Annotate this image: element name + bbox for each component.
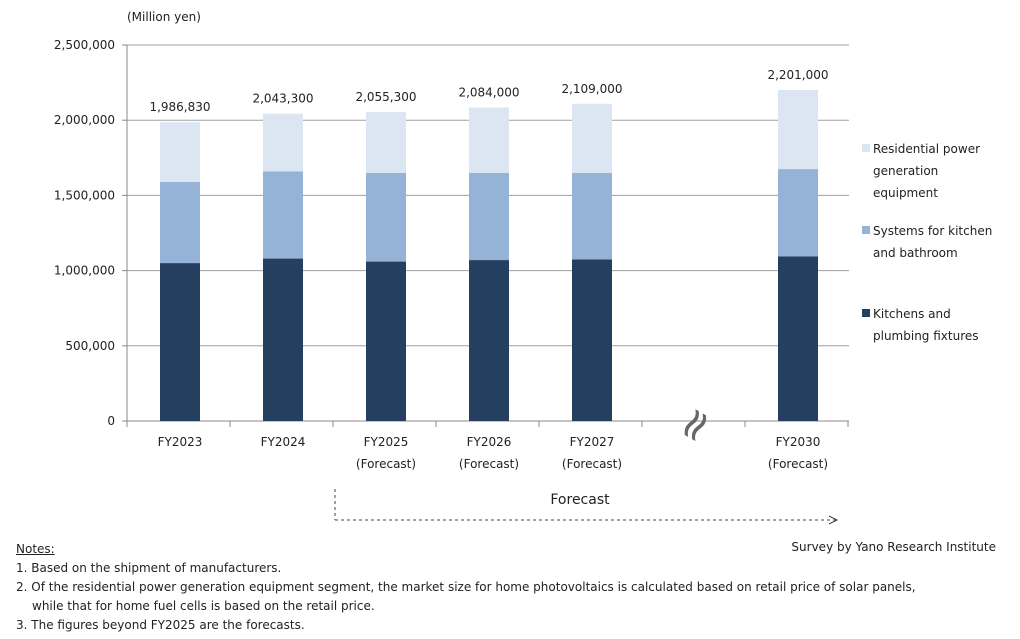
bar-segment [778, 169, 818, 257]
x-tick-label: FY2025 [364, 435, 409, 449]
bar-segment [160, 263, 200, 421]
legend-label: and bathroom [873, 246, 958, 260]
note-item: while that for home fuel cells is based … [32, 599, 375, 613]
y-tick-label: 0 [107, 414, 115, 428]
y-tick-label: 1,500,000 [54, 188, 115, 202]
x-axis-labels: FY2023 FY2024 FY2025 (Forecast) FY2026 (Forec… [158, 435, 828, 471]
x-tick-label: FY2023 [158, 435, 203, 449]
bar-segment [572, 172, 612, 260]
legend-label: equipment [873, 186, 938, 200]
x-tick-sublabel: (Forecast) [562, 457, 622, 471]
legend-label: Systems for kitchen [873, 224, 992, 238]
x-tick-sublabel: (Forecast) [768, 457, 828, 471]
total-label: 2,201,000 [767, 68, 828, 82]
x-tick-label: FY2027 [570, 435, 615, 449]
legend-label: Kitchens and [873, 307, 951, 321]
total-label: 2,055,300 [355, 90, 416, 104]
bar-segment [366, 172, 406, 262]
total-labels: 1,986,830 2,043,300 2,055,300 2,084,000 2,10… [149, 68, 828, 114]
bar-segment [366, 111, 406, 173]
y-tick-label: 2,000,000 [54, 113, 115, 127]
bar-segment [263, 258, 303, 421]
forecast-arrow-head [828, 515, 839, 525]
axis-break-symbol: ≈ [664, 396, 727, 453]
bar-segment [366, 261, 406, 421]
bar-segment [160, 181, 200, 264]
unit-label: (Million yen) [127, 10, 201, 24]
x-tick-sublabel: (Forecast) [356, 457, 416, 471]
note-item: 1. Based on the shipment of manufacturer… [16, 561, 282, 575]
y-axis-ticks: 0 500,000 1,000,000 1,500,000 2,000,000 2,500… [54, 38, 849, 428]
x-tick-label: FY2026 [467, 435, 512, 449]
bars [160, 89, 818, 421]
note-item: 3. The figures beyond FY2025 are the for… [16, 618, 305, 632]
bar-segment [263, 171, 303, 259]
bar-segment [469, 172, 509, 261]
bar-segment [572, 259, 612, 421]
x-tick-label: FY2030 [776, 435, 821, 449]
legend-label: Residential power [873, 142, 980, 156]
bar-segment [572, 103, 612, 173]
bar-segment [160, 122, 200, 182]
source-credit: Survey by Yano Research Institute [791, 540, 996, 554]
total-label: 2,084,000 [458, 86, 519, 100]
x-tick-sublabel: (Forecast) [459, 457, 519, 471]
legend-label: generation [873, 164, 938, 178]
total-label: 2,043,300 [252, 92, 313, 106]
bar-segment [469, 107, 509, 173]
y-tick-label: 2,500,000 [54, 38, 115, 52]
forecast-label: Forecast [550, 492, 610, 508]
legend-label: plumbing fixtures [873, 329, 979, 343]
bar-segment [778, 89, 818, 170]
x-tick-label: FY2024 [261, 435, 306, 449]
legend-swatch [862, 144, 870, 152]
stacked-bar-chart: (Million yen) 0 500,000 1,000,000 1,500,000… [54, 10, 992, 525]
notes: Notes: 1. Based on the shipment of manuf… [16, 540, 1006, 635]
total-label: 1,986,830 [149, 100, 210, 114]
legend-swatch [862, 226, 870, 234]
bar-segment [469, 260, 509, 421]
y-tick-label: 1,000,000 [54, 264, 115, 278]
bar-segment [778, 256, 818, 421]
notes-heading: Notes: [16, 542, 55, 556]
forecast-indicator: Forecast [334, 489, 839, 525]
y-tick-label: 500,000 [65, 339, 115, 353]
total-label: 2,109,000 [561, 82, 622, 96]
legend: Residential power generation equipment Syst… [862, 142, 992, 343]
bar-segment [263, 113, 303, 172]
legend-swatch [862, 309, 870, 317]
note-item: 2. Of the residential power generation e… [16, 580, 916, 594]
